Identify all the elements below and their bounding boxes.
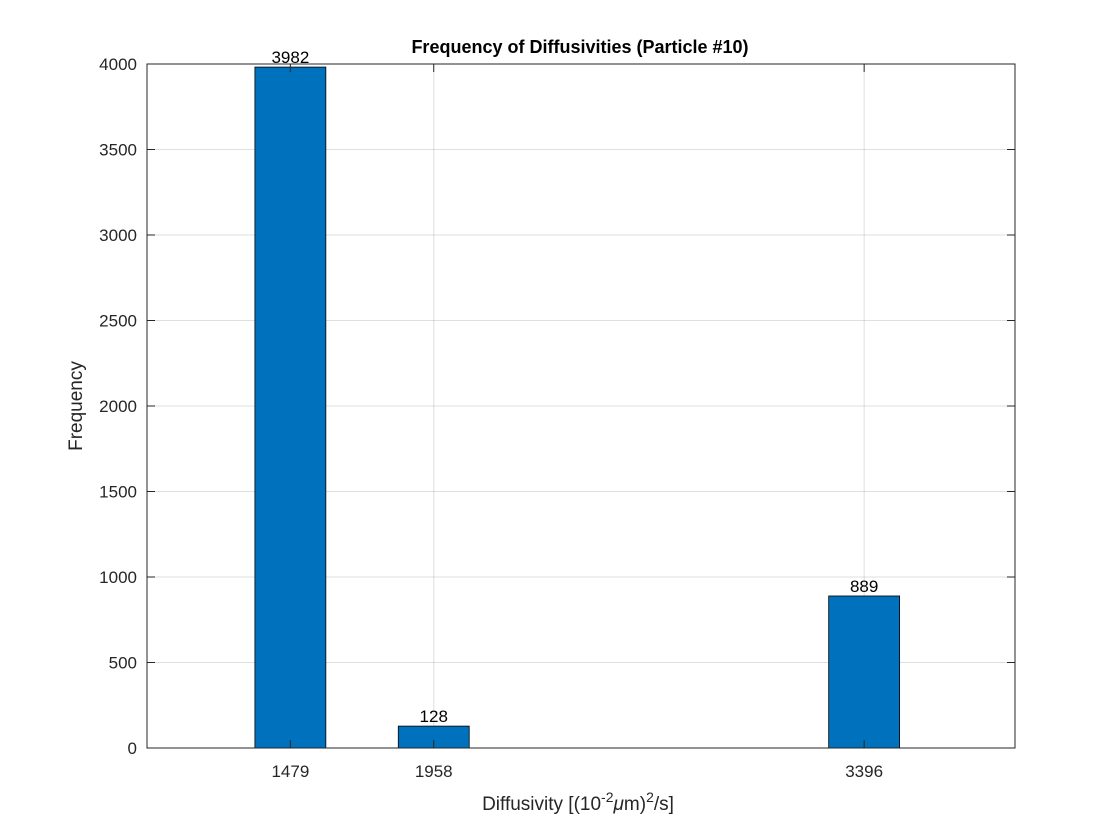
x-axis-label-suffix: /s] xyxy=(654,794,674,815)
x-axis-label-exponent-1: -2 xyxy=(601,789,614,805)
x-tick-label: 1958 xyxy=(415,762,453,781)
bar xyxy=(828,595,901,749)
x-tick-label: 1479 xyxy=(271,762,309,781)
y-axis-label: Frequency xyxy=(66,361,87,451)
x-axis-label-middle: m) xyxy=(624,794,646,815)
x-axis-label: Diffusivity [(10-2μm)2/s] xyxy=(482,789,674,815)
bar-value-label: 889 xyxy=(850,577,878,596)
bar-value-label: 128 xyxy=(420,707,448,726)
chart-title: Frequency of Diffusivities (Particle #10… xyxy=(411,37,748,57)
y-tick-label: 3000 xyxy=(99,226,137,245)
x-axis-label-exponent-2: 2 xyxy=(646,789,654,805)
bar xyxy=(254,66,327,749)
x-axis-label-prefix: Diffusivity [(10 xyxy=(482,794,601,815)
bar-value-label: 3982 xyxy=(271,48,309,67)
x-tick-labels: 1479 1958 3396 xyxy=(271,762,883,781)
x-tick-label: 3396 xyxy=(845,762,883,781)
x-axis-label-mu: μ xyxy=(612,794,624,815)
y-tick-label: 2500 xyxy=(99,312,137,331)
data-labels: 3982 128 889 xyxy=(271,48,878,726)
y-tick-label: 1500 xyxy=(99,483,137,502)
y-tick-label: 2000 xyxy=(99,397,137,416)
y-tick-label: 3500 xyxy=(99,141,137,160)
y-tick-label: 0 xyxy=(128,739,137,758)
y-tick-labels: 0 500 1000 1500 2000 2500 3000 3500 4000 xyxy=(99,55,137,758)
y-tick-label: 500 xyxy=(109,654,137,673)
bars xyxy=(254,66,901,749)
y-tick-label: 1000 xyxy=(99,568,137,587)
y-tick-label: 4000 xyxy=(99,55,137,74)
tick-marks xyxy=(147,63,1015,749)
